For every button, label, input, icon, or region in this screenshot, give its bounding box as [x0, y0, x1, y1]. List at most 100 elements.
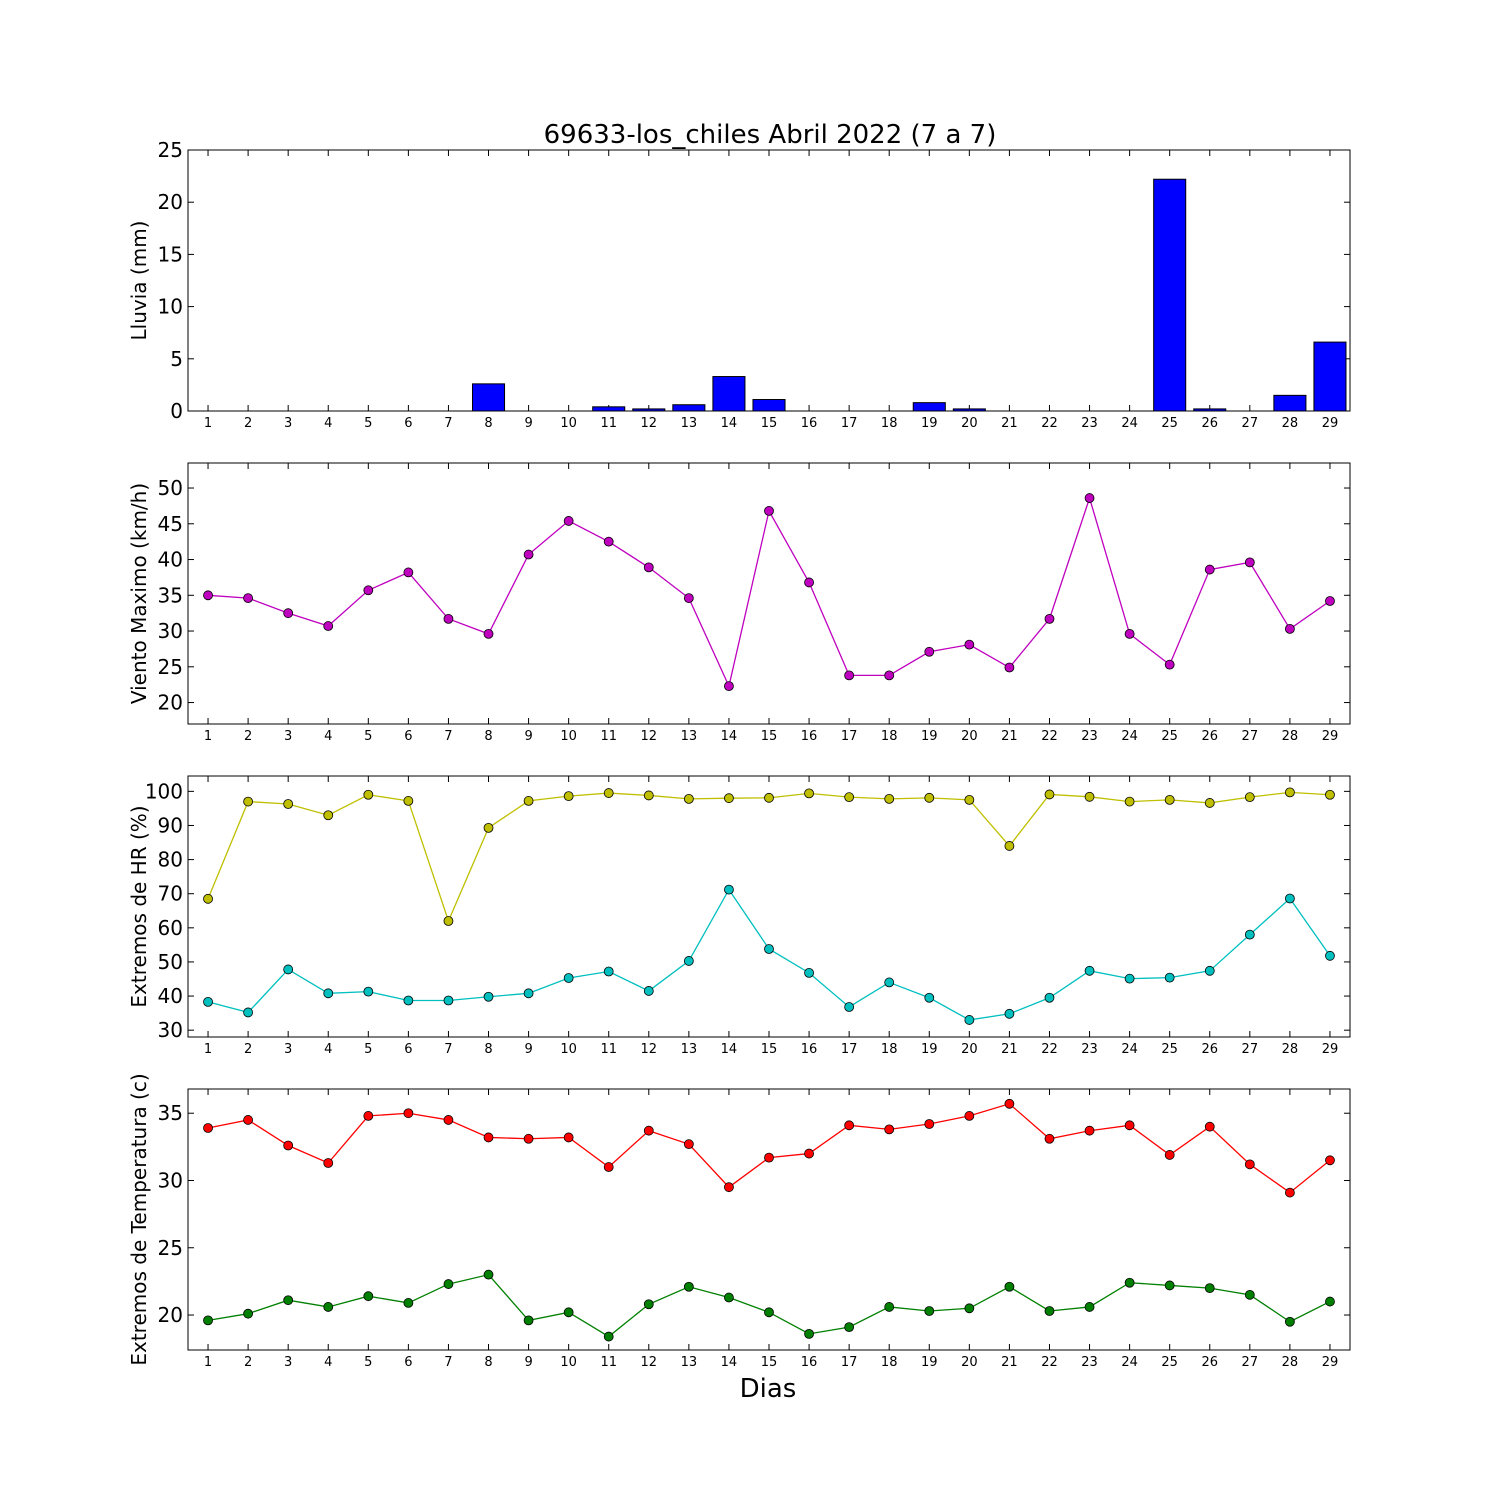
data-point [1325, 950, 1335, 961]
data-point [1164, 794, 1175, 805]
data-point [1244, 792, 1255, 803]
data-point [643, 1299, 654, 1310]
x-tick-label: 18 [881, 729, 898, 744]
y-tick-label: 10 [158, 295, 183, 319]
data-point [483, 629, 494, 639]
y-tick-label: 35 [158, 1101, 183, 1125]
data-point [884, 793, 895, 804]
x-tick-label: 14 [721, 1355, 738, 1370]
x-tick-label: 26 [1201, 416, 1218, 431]
bar [471, 383, 506, 411]
data-point [283, 799, 294, 809]
data-point [724, 1182, 734, 1193]
data-point [964, 1111, 975, 1121]
data-point [483, 1132, 494, 1143]
x-tick-label: 21 [1001, 416, 1018, 431]
x-tick-label: 6 [404, 1042, 412, 1057]
data-point [1325, 1296, 1335, 1307]
data-point [563, 516, 574, 526]
data-point [1084, 791, 1095, 802]
data-point [363, 585, 374, 596]
x-tick-label: 7 [444, 1042, 452, 1057]
x-tick-label: 9 [524, 1355, 532, 1370]
x-tick-label: 11 [600, 416, 617, 431]
data-point [1084, 493, 1095, 503]
data-point [243, 1115, 254, 1125]
x-tick-label: 29 [1322, 1042, 1339, 1057]
data-point [203, 590, 213, 601]
data-point [884, 670, 895, 681]
y-tick-label: 0 [170, 399, 183, 423]
x-tick-label: 27 [1242, 416, 1259, 431]
data-point [523, 549, 534, 560]
x-tick-label: 3 [284, 1355, 292, 1370]
x-tick-label: 10 [560, 1355, 577, 1370]
data-point [683, 1139, 694, 1150]
y-tick-label: 25 [158, 1236, 183, 1260]
data-point [683, 956, 694, 966]
data-point [844, 1120, 855, 1131]
data-point [964, 1015, 975, 1025]
x-tick-label: 27 [1242, 1355, 1259, 1370]
data-point [323, 988, 334, 999]
data-point [523, 796, 534, 806]
data-point [1164, 659, 1175, 670]
bar [712, 376, 746, 411]
plot-area [203, 1098, 1335, 1342]
x-tick-label: 23 [1081, 1042, 1098, 1057]
data-point [1004, 1008, 1015, 1019]
x-tick-label: 1 [204, 1355, 212, 1370]
x-tick-label: 5 [364, 729, 372, 744]
data-point [1004, 841, 1015, 851]
bar [592, 406, 626, 411]
bar [1273, 394, 1307, 411]
x-tick-label: 29 [1322, 1355, 1339, 1370]
y-tick-label: 25 [158, 138, 183, 162]
bar [1153, 178, 1187, 411]
data-point [724, 793, 734, 804]
data-point [764, 944, 774, 954]
x-tick-label: 17 [841, 416, 858, 431]
x-tick-label: 9 [524, 1042, 532, 1057]
x-tick-label: 13 [681, 729, 698, 744]
data-point [443, 1279, 454, 1289]
y-tick-label: 50 [158, 476, 183, 500]
x-tick-label: 18 [881, 1355, 898, 1370]
data-point [403, 1108, 414, 1119]
data-point [724, 1292, 734, 1303]
data-point [1124, 1120, 1135, 1131]
data-point [924, 1306, 935, 1316]
y-axis-label: Extremos de Temperatura (c) [127, 1073, 151, 1365]
x-tick-label: 3 [284, 1042, 292, 1057]
data-point [203, 996, 213, 1007]
x-tick-label: 24 [1121, 1355, 1138, 1370]
x-tick-label: 18 [881, 1042, 898, 1057]
x-tick-label: 19 [921, 729, 938, 744]
x-tick-label: 29 [1322, 729, 1339, 744]
y-tick-label: 20 [158, 190, 183, 214]
data-point [643, 562, 654, 573]
data-point [1164, 972, 1175, 983]
x-tick-label: 9 [524, 416, 532, 431]
data-point [483, 822, 494, 833]
data-point [844, 1002, 855, 1012]
data-point [1325, 1155, 1335, 1166]
x-tick-label: 15 [761, 1355, 778, 1370]
x-tick-label: 17 [841, 1042, 858, 1057]
data-point [1044, 789, 1055, 800]
y-tick-label: 80 [158, 848, 183, 872]
x-tick-label: 9 [524, 729, 532, 744]
data-point [924, 792, 935, 803]
data-point [1204, 1283, 1215, 1294]
x-tick-label: 5 [364, 1042, 372, 1057]
x-tick-label: 3 [284, 729, 292, 744]
x-tick-label: 7 [444, 1355, 452, 1370]
data-point [844, 792, 855, 803]
data-point [563, 1307, 574, 1318]
x-tick-label: 2 [244, 416, 252, 431]
data-point [283, 608, 294, 619]
x-tick-label: 7 [444, 416, 452, 431]
data-point [323, 621, 334, 631]
